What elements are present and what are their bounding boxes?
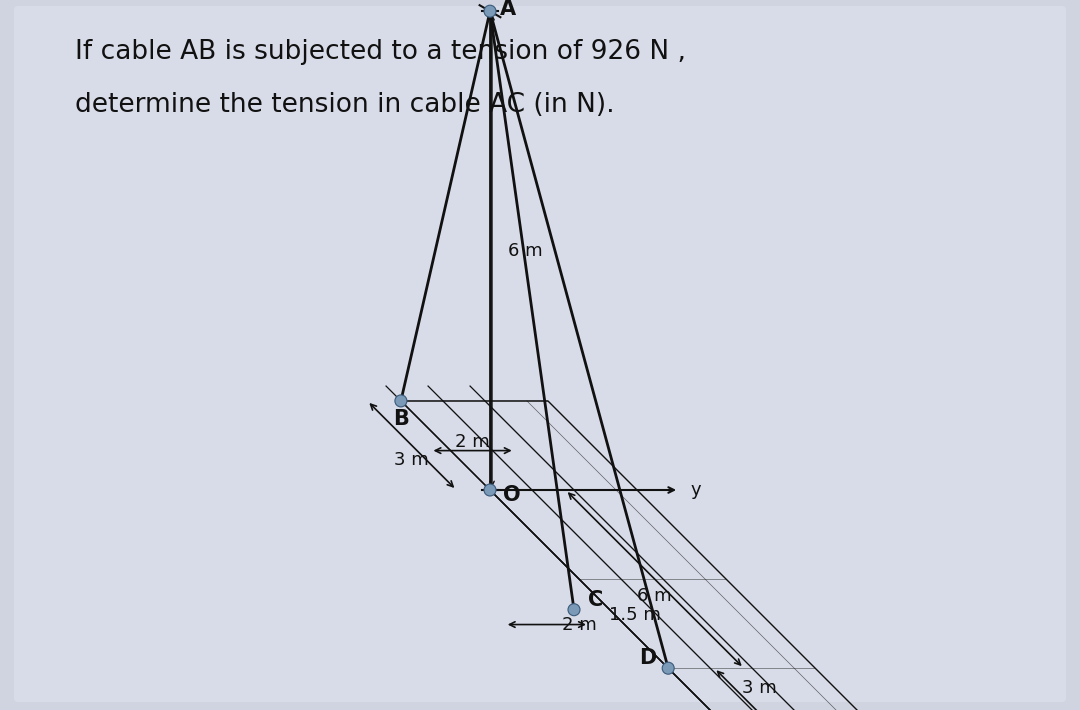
Text: D: D bbox=[639, 648, 657, 668]
Text: 3 m: 3 m bbox=[742, 679, 777, 697]
Text: 6 m: 6 m bbox=[637, 587, 672, 605]
Circle shape bbox=[484, 484, 496, 496]
Circle shape bbox=[395, 395, 407, 407]
Text: 2 m: 2 m bbox=[456, 432, 490, 451]
Text: 2 m: 2 m bbox=[562, 616, 597, 634]
Text: y: y bbox=[691, 481, 702, 499]
Circle shape bbox=[484, 5, 496, 17]
Text: If cable AB is subjected to a tension of 926 N ,: If cable AB is subjected to a tension of… bbox=[75, 39, 686, 65]
Circle shape bbox=[568, 604, 580, 616]
Text: O: O bbox=[503, 485, 521, 505]
Text: determine the tension in cable AC (in N).: determine the tension in cable AC (in N)… bbox=[75, 92, 615, 118]
Text: A: A bbox=[500, 0, 516, 19]
FancyBboxPatch shape bbox=[14, 6, 1066, 702]
Text: 1.5 m: 1.5 m bbox=[609, 606, 661, 623]
Text: C: C bbox=[589, 590, 604, 610]
Text: 3 m: 3 m bbox=[394, 452, 429, 469]
Circle shape bbox=[662, 662, 674, 674]
Text: B: B bbox=[393, 409, 409, 429]
Text: 6 m: 6 m bbox=[508, 241, 542, 260]
